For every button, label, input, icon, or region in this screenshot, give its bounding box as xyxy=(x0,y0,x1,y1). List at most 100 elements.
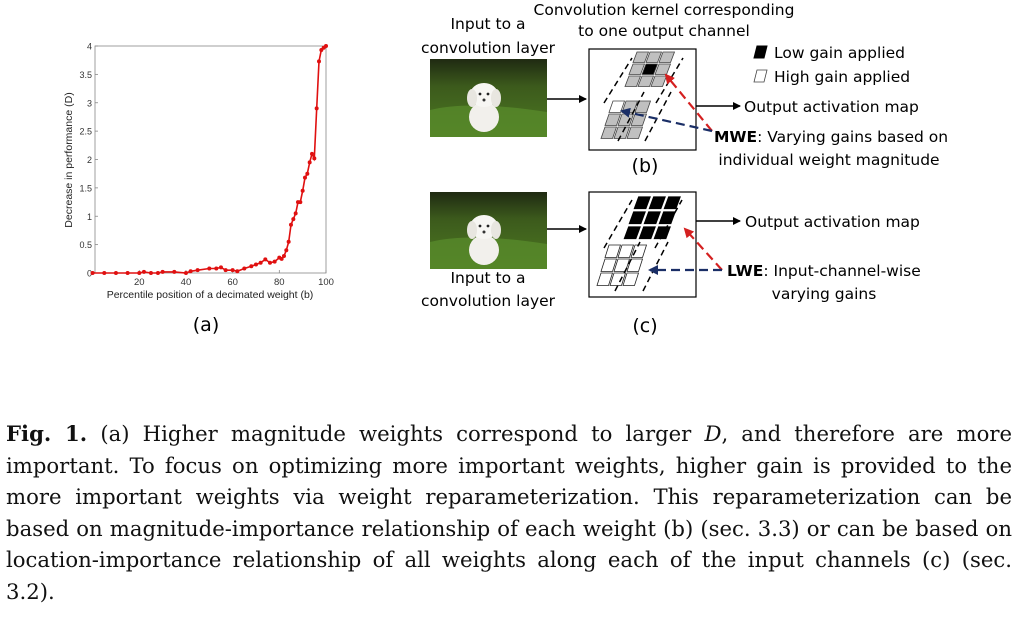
kernel-cell xyxy=(641,63,659,75)
panel-a-label: (a) xyxy=(193,314,219,336)
data-point xyxy=(307,160,312,165)
output-activation-map-c: Output activation map xyxy=(745,213,920,231)
data-point xyxy=(214,266,219,271)
kernel-cell xyxy=(637,75,655,87)
data-point xyxy=(309,151,314,156)
kernel-cell xyxy=(617,244,635,258)
data-point xyxy=(258,260,263,265)
data-point xyxy=(218,265,223,270)
kernel-box-c xyxy=(588,191,697,298)
data-point xyxy=(102,271,107,275)
data-point xyxy=(291,217,296,222)
kernel-cell xyxy=(637,225,658,240)
kernel-cell xyxy=(650,75,668,87)
kernel-cell xyxy=(627,210,648,225)
data-point xyxy=(183,271,188,275)
data-point xyxy=(141,269,146,274)
output-activation-map-b: Output activation map xyxy=(744,98,919,116)
data-point xyxy=(172,269,177,274)
lwe-bold: LWE xyxy=(727,262,763,280)
input-label-top-line1: Input to a xyxy=(450,15,525,33)
y-tick-label: 4 xyxy=(87,42,92,52)
y-tick-label: 3.5 xyxy=(79,70,92,80)
caption-math-d: D xyxy=(704,421,722,446)
data-point xyxy=(195,268,200,273)
data-point xyxy=(286,239,291,244)
lwe-description-line1: LWE: Input-channel-wise xyxy=(727,262,921,280)
legend-low-gain: Low gain applied xyxy=(774,44,905,62)
y-tick-label: 2 xyxy=(87,155,92,165)
mwe-description-line2: individual weight magnitude xyxy=(718,151,939,169)
kernel-cell xyxy=(642,210,663,225)
caption-label: Fig. 1. xyxy=(6,421,88,446)
kernel-cell xyxy=(657,210,678,225)
figure-caption: Fig. 1. (a) Higher magnitude weights cor… xyxy=(6,418,1012,607)
y-axis-label: Decrease in performance (D) xyxy=(63,92,75,227)
kernel-cell xyxy=(624,75,642,87)
data-point xyxy=(207,266,212,271)
data-point xyxy=(284,248,289,253)
data-point xyxy=(312,156,317,161)
legend: Low gain applied High gain applied xyxy=(753,44,910,86)
kernel-cell xyxy=(634,100,652,113)
data-point xyxy=(314,106,319,111)
kernel-cell xyxy=(632,195,653,210)
data-point xyxy=(188,269,193,274)
data-point xyxy=(113,271,118,275)
mwe-description-line1: MWE: Varying gains based on xyxy=(714,128,948,146)
data-point xyxy=(155,271,160,275)
y-tick-label: 1 xyxy=(87,212,92,222)
mwe-bold: MWE xyxy=(714,128,757,146)
data-point xyxy=(293,211,298,216)
kernel-cell xyxy=(609,272,627,286)
kernel-c-back-grid xyxy=(622,195,683,240)
kernel-cell xyxy=(622,272,640,286)
kernel-cell xyxy=(632,51,650,63)
data-point xyxy=(302,175,307,180)
y-tick-label: 3 xyxy=(87,98,92,108)
data-point xyxy=(281,253,286,258)
kernel-cell xyxy=(604,113,622,126)
kernel-cell xyxy=(628,63,646,75)
data-point xyxy=(160,269,165,274)
legend-high-gain: High gain applied xyxy=(774,68,910,86)
data-point xyxy=(288,222,293,227)
lwe-description-line2: varying gains xyxy=(772,285,877,303)
high-gain-swatch xyxy=(753,69,768,83)
data-point xyxy=(263,257,268,262)
dog-input-image-top xyxy=(430,59,547,137)
chart-series xyxy=(90,44,328,275)
lwe-red-arrow xyxy=(683,227,723,271)
lwe-text-line1: : Input-channel-wise xyxy=(763,262,920,280)
data-point xyxy=(90,271,95,275)
data-point xyxy=(230,268,235,273)
x-axis-label: Percentile position of a decimated weigh… xyxy=(107,289,314,301)
data-point xyxy=(272,259,277,264)
kernel-b-front-grid xyxy=(600,100,652,139)
caption-text-1: (a) Higher magnitude weights correspond … xyxy=(87,421,705,446)
kernel-cell xyxy=(626,258,644,272)
decrease-in-performance-chart: 0 0.5 1 1.5 2 2.5 3 3.5 4 20 40 60 80 100 Percentile… xyxy=(63,42,334,302)
panel-b-label: (b) xyxy=(632,155,659,177)
kernel-title-line1: Convolution kernel corresponding xyxy=(534,1,795,19)
kernel-cell xyxy=(658,51,676,63)
x-tick-label: 20 xyxy=(134,277,145,288)
kernel-cell xyxy=(630,113,648,126)
mwe-text-line1: : Varying gains based on xyxy=(757,128,948,146)
x-tick-label: 60 xyxy=(227,277,238,288)
data-point xyxy=(125,271,130,275)
y-tick-label: 0 xyxy=(87,269,92,279)
data-point xyxy=(279,256,284,261)
kernel-cell xyxy=(604,244,622,258)
y-tick-label: 2.5 xyxy=(79,127,92,137)
caption-text-2: , and therefore are more important. To f… xyxy=(6,421,1012,604)
dog-input-image-bottom xyxy=(430,192,547,269)
data-point xyxy=(305,171,310,176)
y-tick-label: 0.5 xyxy=(79,240,92,250)
kernel-cell xyxy=(596,272,614,286)
kernel-cell xyxy=(626,126,644,139)
x-tick-label: 100 xyxy=(318,277,334,288)
data-point xyxy=(223,268,228,273)
kernel-cell xyxy=(647,195,668,210)
input-label-bottom-line2: convolution layer xyxy=(421,292,556,310)
